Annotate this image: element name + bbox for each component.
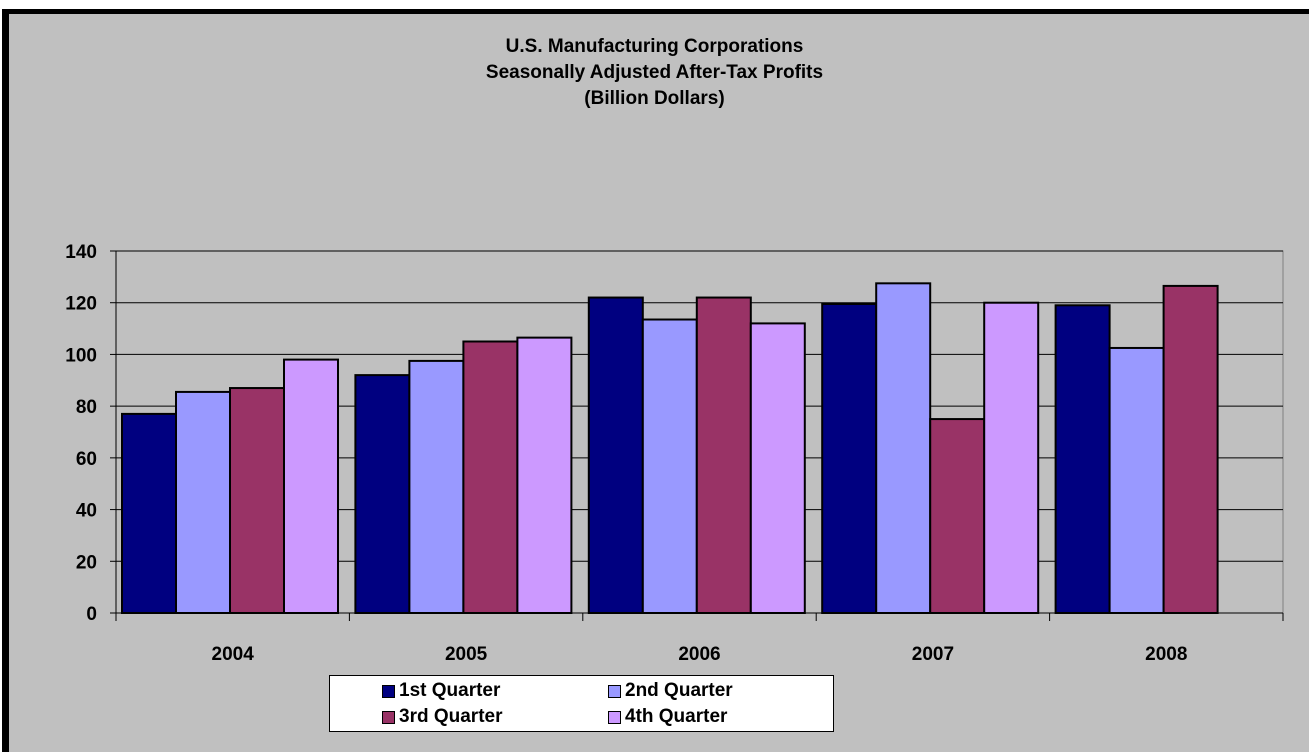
bar-1-2007 xyxy=(821,303,878,614)
bar-1-2005 xyxy=(354,374,411,614)
bar-1-2008 xyxy=(1054,304,1111,614)
bar-2-2005 xyxy=(408,359,465,614)
legend-item-q2: 2nd Quarter xyxy=(608,680,733,702)
legend-item-q4: 4th Quarter xyxy=(608,706,727,728)
x-tick-label: 2006 xyxy=(678,644,720,665)
bar-3-2007 xyxy=(929,418,986,615)
chart-title-line-1: U.S. Manufacturing Corporations xyxy=(505,36,804,57)
y-tick-label: 0 xyxy=(86,604,97,625)
bar-3-2008 xyxy=(1162,284,1219,614)
bar-4-2004 xyxy=(283,358,339,614)
y-tick-label: 60 xyxy=(76,449,97,470)
legend-swatch-q1 xyxy=(382,684,395,698)
legend: 1st Quarter 2nd Quarter 3rd Quarter 4th … xyxy=(329,675,834,732)
y-tick-label: 140 xyxy=(65,242,97,263)
bar-4-2005 xyxy=(516,336,573,614)
legend-item-q3: 3rd Quarter xyxy=(382,706,502,728)
y-tick-label: 40 xyxy=(76,501,97,522)
x-tick-label: 2008 xyxy=(1145,644,1187,665)
legend-label-q4: 4th Quarter xyxy=(625,706,728,727)
bar-3-2004 xyxy=(229,387,285,614)
legend-swatch-q4 xyxy=(608,710,621,724)
y-tick-label: 20 xyxy=(76,552,97,573)
bar-2-2007 xyxy=(875,282,932,614)
y-tick-label: 100 xyxy=(65,345,97,366)
bar-3-2006 xyxy=(695,296,752,614)
legend-item-q1: 1st Quarter xyxy=(382,680,500,702)
bar-1-2006 xyxy=(587,296,644,614)
bar-4-2007 xyxy=(983,301,1040,614)
bar-2-2004 xyxy=(175,390,231,614)
bar-2-2006 xyxy=(641,318,698,614)
legend-swatch-q2 xyxy=(608,684,621,698)
x-tick-label: 2005 xyxy=(445,644,488,665)
y-tick-label: 80 xyxy=(76,397,97,418)
x-tick-label: 2007 xyxy=(912,644,954,665)
legend-swatch-q3 xyxy=(382,710,395,724)
legend-label-q3: 3rd Quarter xyxy=(399,706,503,727)
bar-2-2008 xyxy=(1108,346,1165,614)
x-tick-label: 2004 xyxy=(212,644,255,665)
y-tick-label: 120 xyxy=(65,294,97,315)
chart-title-line-2: Seasonally Adjusted After-Tax Profits xyxy=(485,62,824,83)
chart-title-line-3: (Billion Dollars) xyxy=(584,88,725,109)
bar-4-2006 xyxy=(749,322,806,614)
bar-3-2005 xyxy=(462,340,519,614)
legend-label-q2: 2nd Quarter xyxy=(625,680,733,701)
legend-label-q1: 1st Quarter xyxy=(399,680,501,701)
bar-1-2004 xyxy=(121,412,177,614)
